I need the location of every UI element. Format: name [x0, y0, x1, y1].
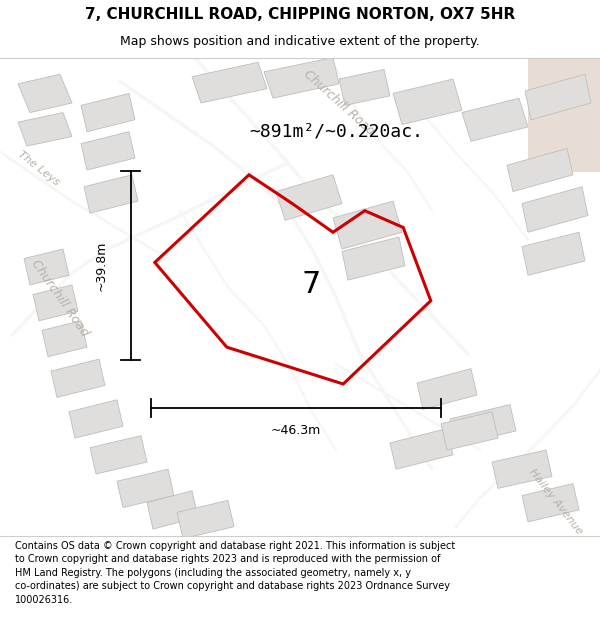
Polygon shape	[18, 112, 72, 146]
Polygon shape	[525, 74, 591, 120]
Polygon shape	[339, 69, 390, 106]
Text: The Leys: The Leys	[16, 149, 62, 188]
Polygon shape	[24, 249, 69, 285]
Polygon shape	[81, 93, 135, 132]
Polygon shape	[33, 285, 78, 321]
Polygon shape	[450, 404, 516, 445]
Polygon shape	[177, 501, 234, 539]
Text: 7, CHURCHILL ROAD, CHIPPING NORTON, OX7 5HR: 7, CHURCHILL ROAD, CHIPPING NORTON, OX7 …	[85, 7, 515, 22]
Polygon shape	[42, 321, 87, 357]
Polygon shape	[390, 429, 453, 469]
Text: Churchill Road: Churchill Road	[301, 68, 377, 138]
Text: Churchill Road: Churchill Road	[29, 257, 91, 339]
Polygon shape	[528, 58, 600, 172]
Polygon shape	[522, 484, 579, 522]
Text: Map shows position and indicative extent of the property.: Map shows position and indicative extent…	[120, 35, 480, 48]
Polygon shape	[393, 79, 462, 124]
Text: Hailey Avenue: Hailey Avenue	[527, 467, 584, 537]
Polygon shape	[264, 58, 339, 98]
Polygon shape	[333, 201, 402, 249]
Text: ~39.8m: ~39.8m	[94, 241, 107, 291]
Polygon shape	[84, 175, 138, 213]
Text: 7: 7	[301, 271, 320, 299]
Polygon shape	[462, 98, 528, 141]
Polygon shape	[18, 74, 72, 112]
Polygon shape	[276, 175, 342, 220]
Polygon shape	[507, 149, 573, 191]
Polygon shape	[342, 237, 405, 280]
Polygon shape	[117, 469, 174, 508]
Polygon shape	[492, 450, 552, 488]
Polygon shape	[147, 491, 198, 529]
Polygon shape	[81, 132, 135, 170]
Polygon shape	[417, 369, 477, 409]
Text: Contains OS data © Crown copyright and database right 2021. This information is : Contains OS data © Crown copyright and d…	[15, 541, 455, 605]
Polygon shape	[522, 187, 588, 232]
Text: ~46.3m: ~46.3m	[271, 424, 321, 438]
Polygon shape	[522, 232, 585, 276]
Text: ~891m²/~0.220ac.: ~891m²/~0.220ac.	[249, 122, 423, 141]
Polygon shape	[441, 412, 498, 450]
Polygon shape	[90, 436, 147, 474]
Polygon shape	[69, 400, 123, 438]
Polygon shape	[192, 62, 267, 103]
Polygon shape	[51, 359, 105, 398]
